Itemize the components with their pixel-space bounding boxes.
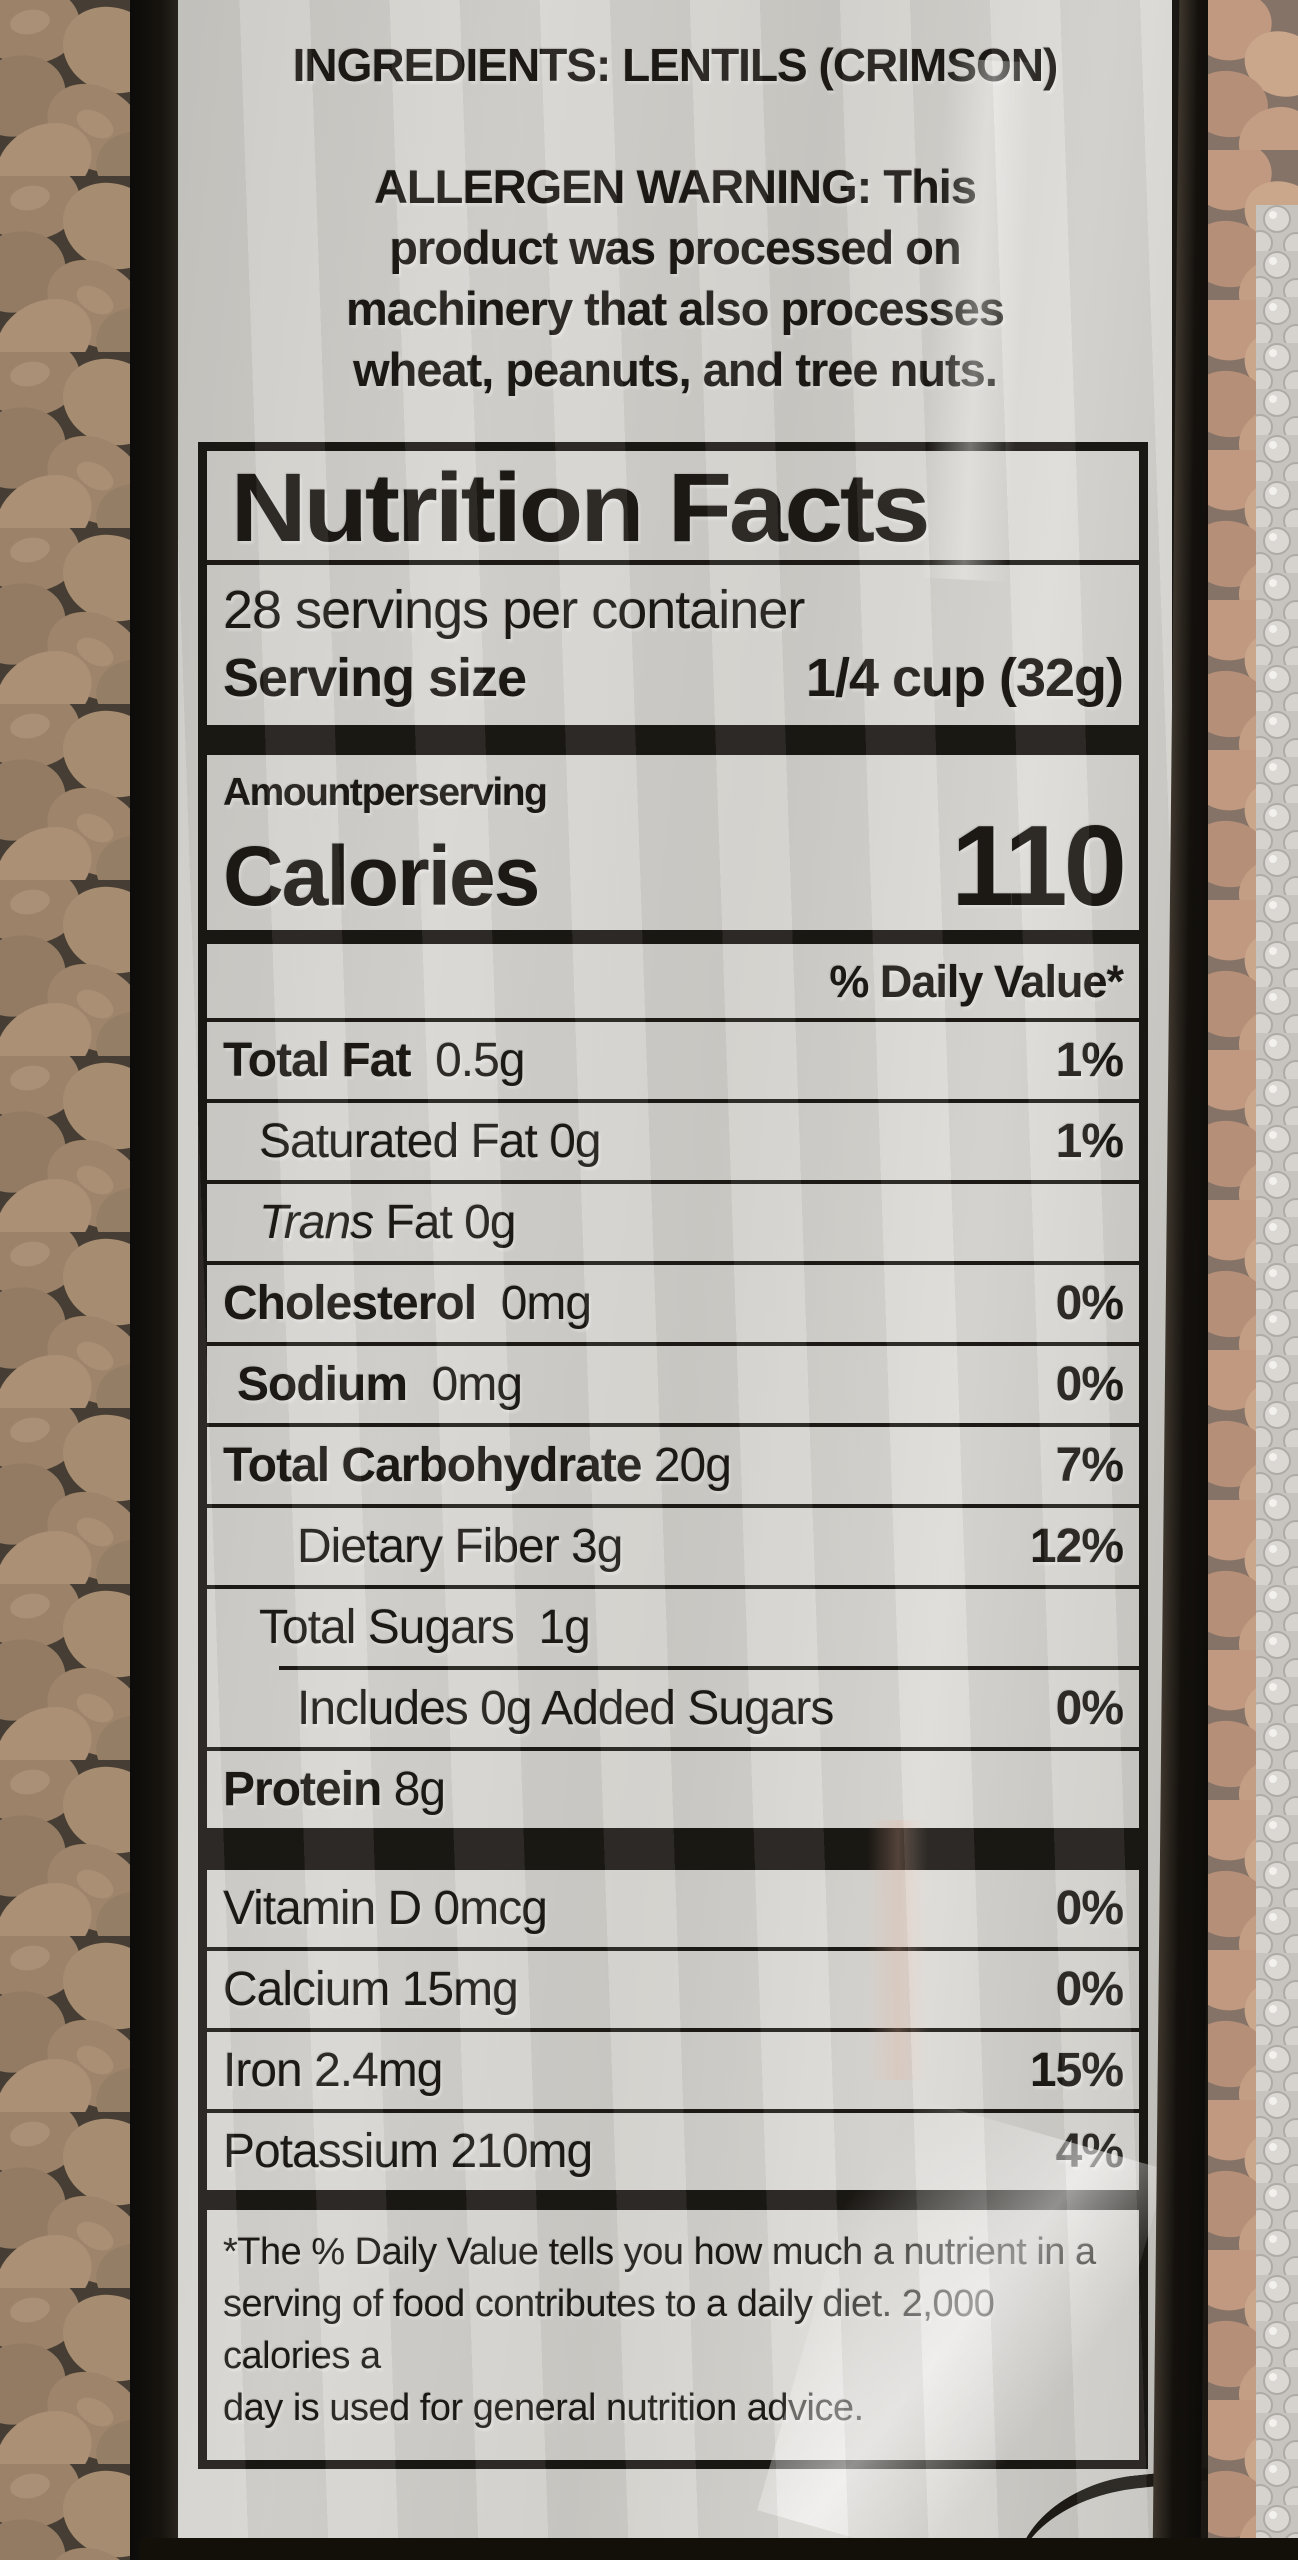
- allergen-line: wheat, peanuts, and tree nuts.: [353, 343, 998, 396]
- nutrient-amount: 15mg: [401, 1962, 519, 2016]
- nutrition-facts-title: Nutrition Facts: [230, 453, 930, 562]
- nutrient-amount: 3g: [571, 1519, 623, 1573]
- lentils-left-strip: [0, 0, 152, 2560]
- protein-separator-bar: [207, 1827, 1139, 1870]
- nutrient-row-dietary-fiber: Dietary Fiber 3g 12%: [207, 1508, 1139, 1585]
- nutrient-name: Potassium: [223, 2124, 439, 2178]
- daily-value: 7%: [1055, 1438, 1124, 1492]
- amount-per-serving-label: Amount per serving: [223, 770, 548, 814]
- nutrient-amount: 0mg: [431, 1357, 523, 1411]
- calories-label: Calories: [223, 828, 540, 923]
- nutrient-row-calcium: Calcium 15mg 0%: [207, 1951, 1139, 2028]
- divider: [207, 1584, 1139, 1589]
- nutrient-row-cholesterol: Cholesterol 0mg 0%: [207, 1265, 1139, 1342]
- divider: [207, 1098, 1139, 1103]
- divider: [207, 559, 1139, 565]
- nutrition-facts-panel: Nutrition Facts 28 servings per containe…: [198, 442, 1148, 2469]
- allergen-line: ALLERGEN WARNING: This: [373, 160, 977, 213]
- daily-value-footnote: *The % Daily Value tells you how much a …: [207, 2210, 1139, 2460]
- daily-value: 0%: [1055, 1962, 1124, 2016]
- allergen-warning: ALLERGEN WARNING: This product was proce…: [178, 92, 1172, 400]
- allergen-line: product was processed on: [389, 221, 961, 274]
- daily-value: 0%: [1055, 1357, 1124, 1411]
- footnote-separator-bar: [207, 2189, 1139, 2210]
- bag-bottom-edge: [140, 2538, 1298, 2560]
- nutrient-row-total-sugars: Total Sugars 1g: [207, 1589, 1139, 1666]
- footnote-line: serving of food contributes to a daily d…: [223, 2282, 995, 2377]
- nutrient-amount: 0mg: [500, 1276, 592, 1330]
- daily-value: 1%: [1055, 1114, 1124, 1168]
- nutrient-name: Calcium: [223, 1962, 390, 2016]
- daily-value: 15%: [1029, 2043, 1124, 2097]
- thick-separator-bar: [207, 724, 1139, 755]
- daily-value: 0%: [1055, 1681, 1124, 1735]
- nutrient-name: Total Carbohydrate: [223, 1438, 642, 1492]
- divider: [207, 1946, 1139, 1951]
- daily-value: 4%: [1055, 2124, 1124, 2178]
- nutrient-amount: 1g: [538, 1600, 590, 1654]
- nutrient-amount: 0.5g: [435, 1033, 525, 1087]
- nutrient-row-total-fat: Total Fat 0.5g 1%: [207, 1022, 1139, 1099]
- nutrient-amount: 8g: [393, 1762, 446, 1816]
- divider: [207, 1503, 1139, 1508]
- nutrient-name: Total Sugars: [259, 1600, 515, 1654]
- divider: [207, 1260, 1139, 1265]
- divider: [207, 1746, 1139, 1751]
- nutrient-amount: 0g: [549, 1114, 601, 1168]
- divider-indented: [279, 1665, 1139, 1670]
- daily-value: 0%: [1055, 1881, 1124, 1935]
- silver-label: INGREDIENTS: LENTILS (CRIMSON) ALLERGEN …: [178, 0, 1298, 2560]
- daily-value: 1%: [1055, 1033, 1124, 1087]
- nutrient-name: Cholesterol: [223, 1276, 477, 1330]
- daily-value-header: % Daily Value*: [829, 955, 1124, 1007]
- calories-value: 110: [951, 802, 1127, 930]
- servings-per-container: 28 servings per container: [223, 579, 805, 640]
- divider: [207, 2027, 1139, 2032]
- nutrient-amount: 2.4mg: [314, 2043, 443, 2097]
- nutrient-name: Sodium: [237, 1357, 408, 1411]
- bubble-wrap-strip: [1256, 205, 1298, 2560]
- nutrient-name: Dietary Fiber: [297, 1519, 560, 1573]
- nutrient-row-protein: Protein 8g: [207, 1751, 1139, 1828]
- daily-value: 12%: [1029, 1519, 1124, 1573]
- serving-size-row: Serving size 1/4 cup (32g): [207, 641, 1139, 725]
- nutrient-row-trans-fat: Trans Fat 0g: [207, 1184, 1139, 1261]
- nutrient-name: Total Fat: [223, 1033, 411, 1087]
- divider: [207, 1422, 1139, 1427]
- serving-size-value: 1/4 cup (32g): [805, 647, 1124, 708]
- serving-size-label: Serving size: [223, 647, 527, 708]
- divider: [207, 2108, 1139, 2113]
- nutrient-amount: 0g: [464, 1195, 516, 1249]
- nutrient-row-total-carbohydrate: Total Carbohydrate 20g 7%: [207, 1427, 1139, 1504]
- divider: [207, 1341, 1139, 1346]
- divider: [207, 1017, 1139, 1022]
- nutrient-name: Includes 0g Added Sugars: [297, 1681, 834, 1735]
- ingredients-line: INGREDIENTS: LENTILS (CRIMSON): [292, 39, 1059, 91]
- nutrient-amount: 0mcg: [433, 1881, 548, 1935]
- nutrient-row-saturated-fat: Saturated Fat 0g 1%: [207, 1103, 1139, 1180]
- allergen-line: machinery that also processes: [345, 282, 1005, 335]
- nutrient-name: Protein: [223, 1762, 382, 1816]
- nutrient-amount: 210mg: [450, 2124, 593, 2178]
- nutrient-name: Vitamin D: [223, 1881, 422, 1935]
- calories-row: Calories 110: [207, 802, 1139, 930]
- nutrient-name: Iron: [223, 2043, 303, 2097]
- footnote-line: day is used for general nutrition advice…: [223, 2386, 864, 2429]
- daily-value: 0%: [1055, 1276, 1124, 1330]
- nutrient-name: Saturated Fat: [259, 1114, 538, 1168]
- nutrient-row-vitamin-d: Vitamin D 0mcg 0%: [207, 1870, 1139, 1947]
- nutrient-name-italic: Trans: [259, 1195, 374, 1249]
- nutrient-row-sodium: Sodium 0mg 0%: [207, 1346, 1139, 1423]
- nutrient-amount: 20g: [653, 1438, 732, 1492]
- calories-separator-bar: [207, 929, 1139, 944]
- nutrient-row-iron: Iron 2.4mg 15%: [207, 2032, 1139, 2109]
- footnote-line: *The % Daily Value tells you how much a …: [223, 2230, 1096, 2273]
- nutrient-row-potassium: Potassium 210mg 4%: [207, 2113, 1139, 2190]
- nutrient-name: Fat: [373, 1195, 452, 1249]
- divider: [207, 1179, 1139, 1184]
- nutrient-row-added-sugars: Includes 0g Added Sugars 0%: [207, 1670, 1139, 1747]
